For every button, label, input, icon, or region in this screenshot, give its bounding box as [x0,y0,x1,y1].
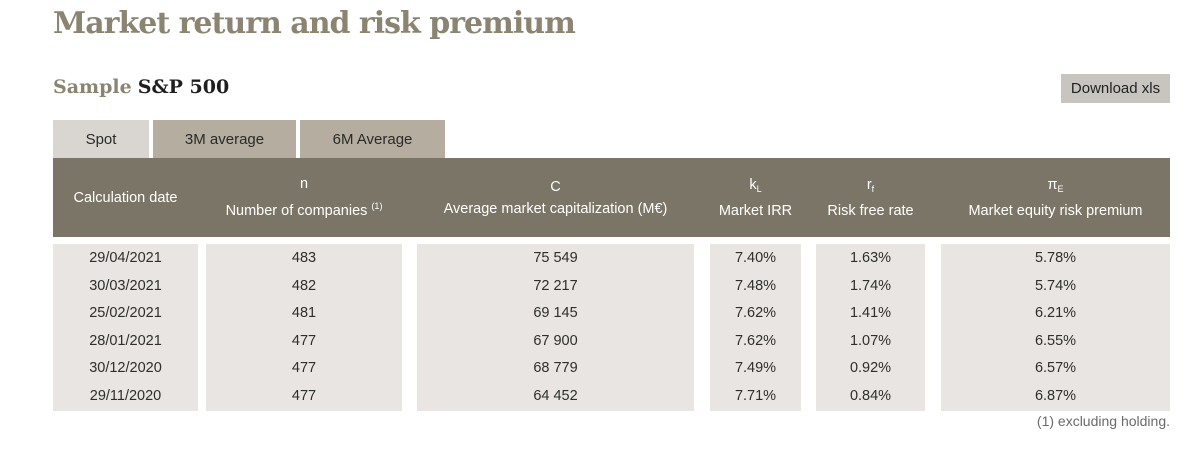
date-cell: 29/11/2020 [89,387,162,404]
date-cell: 25/02/2021 [89,305,162,321]
companies-cell: 477 [291,332,317,349]
risk-premium-cell: 6.57% [1034,360,1077,376]
risk-free-rate-cell: 0.92% [849,360,892,376]
risk-premium-cell: 5.78% [1034,250,1077,266]
risk-free-rate-cell: 1.63% [849,250,892,266]
sample-value: S&P 500 [137,76,230,98]
sample-label: Sample [53,76,132,98]
market-irr-cell: 7.71% [734,387,777,404]
risk-premium-cell: 6.21% [1034,305,1077,321]
column-background [816,244,925,411]
footnote-marker: (1) [371,201,383,212]
column-header-risk-free-rate: rf Risk free rate [816,158,925,237]
market-cap-cell: 75 549 [533,250,578,266]
date-cell: 28/01/2021 [89,332,162,349]
column-header-number-of-companies: n Number of companies (1) [206,158,402,237]
column-symbol-subscript: E [1057,183,1064,194]
market-irr-cell: 7.48% [734,277,777,294]
market-cap-cell: 68 779 [533,360,578,376]
companies-cell: 482 [291,277,317,294]
column-symbol: r [866,176,872,193]
risk-free-rate-cell: 0.84% [849,387,892,404]
column-background [53,244,198,411]
footnote: (1) excluding holding. [1036,413,1170,429]
column-background [710,244,801,411]
risk-free-rate-cell: 1.41% [849,305,892,321]
download-xls-button[interactable]: Download xls [1061,74,1170,103]
market-cap-cell: 69 145 [533,305,578,321]
risk-premium-cell: 6.55% [1034,332,1077,349]
column-label: Risk free rate [827,202,914,219]
date-cell: 29/04/2021 [89,250,162,266]
column-symbol-subscript: f [871,183,875,194]
page-title: Market return and risk premium [53,6,576,41]
risk-premium-cell: 5.74% [1034,277,1077,294]
column-label: Market IRR [718,202,793,219]
market-irr-cell: 7.40% [734,250,777,266]
companies-cell: 477 [291,360,317,376]
column-background [417,244,694,411]
tab-3m-average[interactable]: 3M average [153,120,296,158]
column-symbol: π [1047,176,1058,193]
column-label: Market equity risk premium [968,202,1143,219]
tab-spot[interactable]: Spot [53,120,149,158]
column-symbol: C [550,178,561,195]
column-header-average-market-cap: C Average market capitalization (M€) [417,158,694,237]
date-cell: 30/12/2020 [89,360,162,376]
market-irr-cell: 7.62% [734,332,777,349]
column-symbol-subscript: L [756,183,762,194]
sample-heading: Sample S&P 500 [53,76,229,98]
market-cap-cell: 67 900 [533,332,578,349]
column-background [941,244,1170,411]
column-background [206,244,402,411]
column-header-equity-risk-premium: πE Market equity risk premium [941,158,1170,237]
market-cap-cell: 72 217 [533,277,578,294]
companies-cell: 477 [291,387,317,404]
table-header [53,158,1170,237]
companies-cell: 483 [291,250,317,266]
risk-premium-cell: 6.87% [1034,387,1077,404]
column-symbol: k [749,176,757,193]
market-cap-cell: 64 452 [533,387,578,404]
column-label: Calculation date [73,189,178,206]
column-symbol: n [299,176,309,193]
risk-free-rate-cell: 1.07% [849,332,892,349]
date-cell: 30/03/2021 [89,277,162,294]
companies-cell: 481 [291,305,317,321]
risk-free-rate-cell: 1.74% [849,277,892,294]
market-irr-cell: 7.49% [734,360,777,376]
column-label: Average market capitalization (M€) [443,200,668,217]
column-header-market-irr: kL Market IRR [710,158,801,237]
tab-6m-average[interactable]: 6M Average [300,120,445,158]
market-irr-cell: 7.62% [734,305,777,321]
column-label: Number of companies [225,202,368,219]
column-header-calculation-date: Calculation date [53,158,198,237]
